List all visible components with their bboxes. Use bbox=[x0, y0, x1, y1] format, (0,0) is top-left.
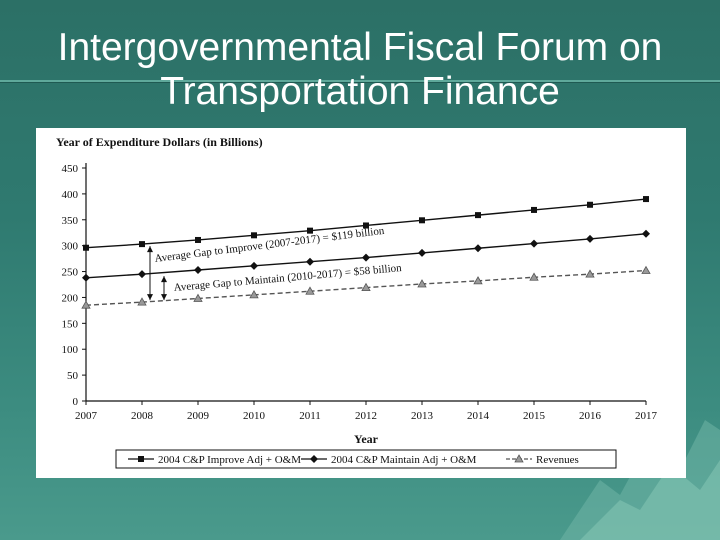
data-point-diamond bbox=[250, 261, 258, 270]
legend-box bbox=[115, 449, 617, 469]
data-point-triangle bbox=[361, 282, 371, 292]
y-tick-label: 350 bbox=[62, 215, 79, 227]
y-axis-label: Year of Expenditure Dollars (in Billions… bbox=[56, 135, 263, 149]
data-point-diamond bbox=[530, 239, 538, 248]
x-axis-label: Year bbox=[354, 432, 379, 446]
legend-label: 2004 C&P Maintain Adj + O&M bbox=[331, 454, 477, 466]
data-point-diamond bbox=[194, 266, 202, 275]
y-tick-label: 250 bbox=[62, 267, 79, 279]
data-point-triangle bbox=[473, 276, 483, 285]
data-point-square bbox=[643, 196, 649, 203]
x-axis-ticks: 2007 2008 2009 2010 2011 2012 2013 2014 2015 2016… bbox=[75, 401, 658, 422]
x-tick-label: 2017 bbox=[635, 410, 658, 422]
y-tick-label: 300 bbox=[62, 241, 79, 253]
data-point-diamond bbox=[474, 244, 482, 253]
data-point-square bbox=[139, 241, 145, 248]
slide-title-line-2: Transportation Finance bbox=[160, 70, 560, 113]
decorative-mountain-graphic bbox=[560, 420, 720, 540]
data-point-diamond bbox=[642, 229, 650, 238]
x-tick-label: 2011 bbox=[299, 410, 321, 422]
data-point-triangle bbox=[249, 290, 259, 299]
series-3 bbox=[81, 265, 651, 309]
y-tick-label: 150 bbox=[62, 318, 79, 330]
data-point-square bbox=[83, 244, 89, 251]
data-point-triangle bbox=[417, 279, 427, 288]
gap-arrows bbox=[147, 246, 167, 301]
data-point-diamond bbox=[306, 257, 314, 266]
y-tick-label: 450 bbox=[62, 163, 79, 175]
data-point-diamond bbox=[82, 273, 90, 282]
y-tick-label: 200 bbox=[62, 292, 79, 304]
data-point-triangle bbox=[585, 269, 595, 278]
data-point-triangle bbox=[514, 454, 524, 463]
chart-legend: 2004 C&P Improve Adj + O&M 2004 C&P Maint… bbox=[115, 449, 617, 469]
y-tick-label: 0 bbox=[73, 396, 79, 408]
title-rule-shadow bbox=[0, 82, 720, 83]
y-tick-label: 50 bbox=[67, 370, 79, 382]
data-point-triangle bbox=[81, 300, 91, 309]
series-layer bbox=[81, 196, 651, 309]
data-point-square bbox=[363, 222, 369, 229]
data-point-square bbox=[307, 227, 313, 234]
slide-title-line-1: Intergovernmental Fiscal Forum on bbox=[57, 26, 663, 69]
improve-gap-arrow-head-top bbox=[147, 246, 153, 253]
x-tick-label: 2012 bbox=[355, 410, 377, 422]
x-tick-label: 2013 bbox=[411, 410, 434, 422]
x-tick-label: 2008 bbox=[131, 410, 154, 422]
data-point-square bbox=[251, 232, 257, 239]
data-point-diamond bbox=[362, 253, 370, 262]
maintain-gap-arrow-head-bottom bbox=[161, 294, 167, 301]
legend-label: Revenues bbox=[536, 454, 579, 466]
x-tick-label: 2014 bbox=[467, 410, 490, 422]
chart-panel: 0 50 100 150 200 250 300 350 400 450 2007 2008 2009… bbox=[36, 128, 686, 478]
y-axis-ticks: 0 50 100 150 200 250 300 350 400 450 bbox=[62, 163, 86, 408]
data-point-triangle bbox=[137, 297, 147, 306]
x-tick-label: 2010 bbox=[243, 410, 266, 422]
data-point-triangle bbox=[305, 286, 315, 295]
data-point-diamond bbox=[138, 270, 146, 279]
data-point-diamond bbox=[310, 455, 318, 463]
data-point-diamond bbox=[418, 248, 426, 257]
x-tick-label: 2007 bbox=[75, 410, 98, 422]
chart-axes bbox=[85, 163, 646, 402]
x-tick-label: 2015 bbox=[523, 410, 546, 422]
x-tick-label: 2016 bbox=[579, 410, 602, 422]
legend-label: 2004 C&P Improve Adj + O&M bbox=[158, 454, 301, 466]
data-point-square bbox=[531, 206, 537, 213]
maintain-gap-arrow-head-top bbox=[161, 276, 167, 283]
data-point-square bbox=[195, 236, 201, 243]
data-point-square bbox=[475, 212, 481, 219]
line-chart: 0 50 100 150 200 250 300 350 400 450 2007 2008 2009… bbox=[56, 135, 658, 469]
series-2 bbox=[82, 229, 650, 282]
data-point-square bbox=[138, 456, 144, 462]
title-rule bbox=[0, 80, 720, 82]
series-1 bbox=[83, 196, 649, 251]
data-point-triangle bbox=[641, 265, 651, 274]
data-point-triangle bbox=[529, 272, 539, 281]
data-point-diamond bbox=[586, 234, 594, 243]
data-point-square bbox=[419, 217, 425, 224]
data-point-triangle bbox=[193, 293, 203, 302]
data-point-square bbox=[587, 201, 593, 208]
improve-gap-arrow-head-bottom bbox=[147, 294, 153, 301]
x-tick-label: 2009 bbox=[187, 410, 210, 422]
y-tick-label: 400 bbox=[62, 189, 79, 201]
y-tick-label: 100 bbox=[62, 344, 79, 356]
